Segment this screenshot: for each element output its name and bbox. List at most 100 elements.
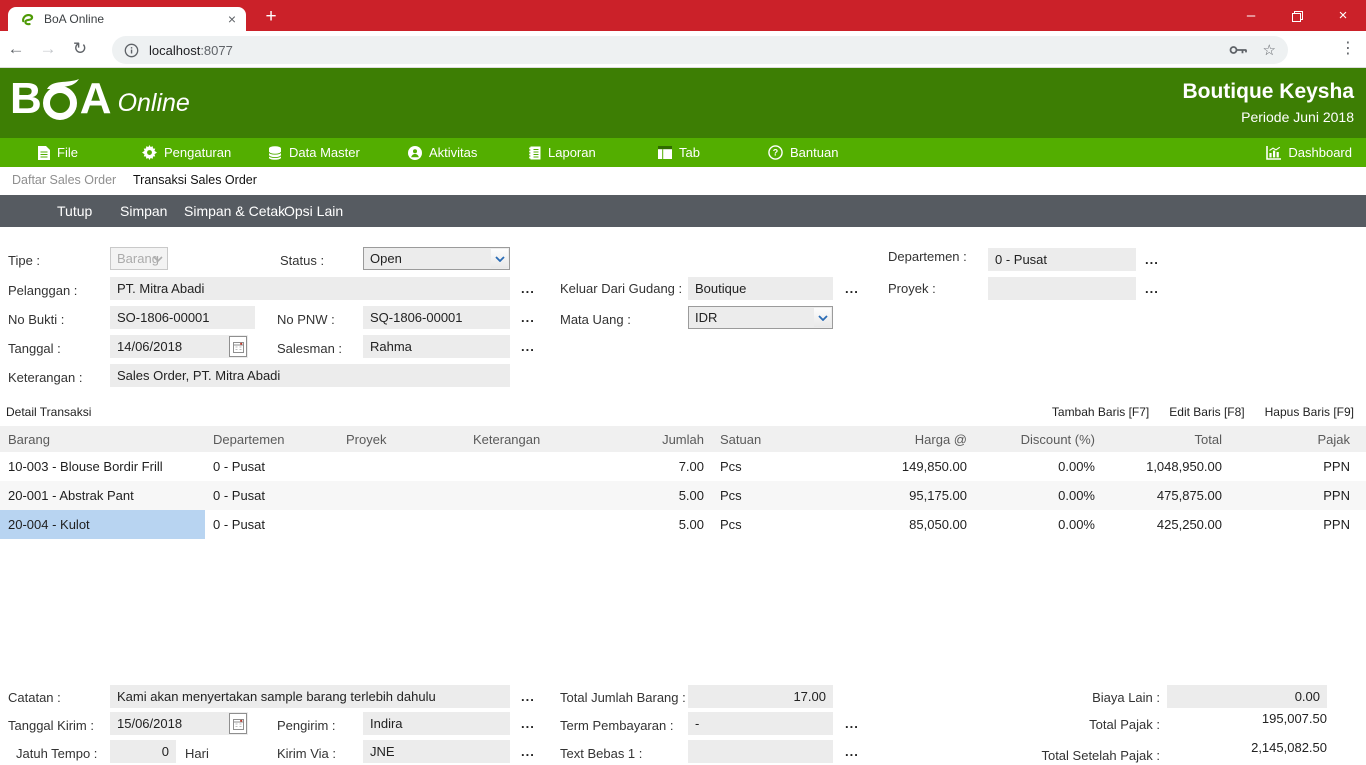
url-host: localhost	[149, 42, 201, 58]
col-total[interactable]: Total	[1194, 431, 1222, 447]
restore-icon	[1292, 10, 1303, 22]
col-discount[interactable]: Discount (%)	[1020, 431, 1095, 447]
no-bukti-field[interactable]: SO-1806-00001	[110, 306, 255, 329]
col-satuan[interactable]: Satuan	[720, 431, 762, 447]
back-icon[interactable]: ←	[7, 39, 25, 58]
salesman-label: Salesman :	[277, 341, 343, 356]
table-row[interactable]: 10-003 - Blouse Bordir Frill 0 - Pusat 7.…	[8, 459, 1350, 474]
col-jumlah[interactable]: Jumlah	[662, 431, 704, 447]
password-key-icon[interactable]	[1229, 44, 1249, 56]
tanggal-kirim-calendar-button[interactable]	[229, 713, 247, 734]
tab-close-icon[interactable]: ×	[227, 11, 236, 27]
menu-item-aktivitas[interactable]: Aktivitas	[408, 138, 477, 167]
window-close-button[interactable]: ×	[1338, 7, 1348, 24]
company-name: Boutique Keysha	[1182, 80, 1354, 103]
col-pajak[interactable]: Pajak	[1317, 431, 1350, 447]
menu-item-pengaturan[interactable]: Pengaturan	[142, 138, 231, 167]
menu-item-tab[interactable]: Tab	[658, 138, 700, 167]
menu-item-file[interactable]: File	[38, 138, 78, 167]
simpan-button[interactable]: Simpan	[120, 203, 168, 219]
window-restore-button[interactable]	[1274, 0, 1320, 31]
tanggal-kirim-field[interactable]: 15/06/2018	[110, 712, 248, 735]
proyek-lookup-button[interactable]: ...	[1145, 281, 1159, 296]
logo-letter-a: A	[79, 74, 112, 124]
jatuh-tempo-field[interactable]: 0	[110, 740, 176, 763]
edit-baris-link[interactable]: Edit Baris [F8]	[1169, 405, 1245, 419]
term-pembayaran-field[interactable]: -	[688, 712, 833, 735]
no-pnw-field[interactable]: SQ-1806-00001	[363, 306, 510, 329]
menu-label: File	[57, 145, 78, 160]
browser-menu-icon[interactable]: ⋮	[1340, 40, 1356, 57]
no-pnw-lookup-button[interactable]: ...	[521, 310, 535, 325]
kirim-via-field[interactable]: JNE	[363, 740, 510, 763]
browser-tab[interactable]: BoA Online ×	[8, 7, 246, 31]
menu-item-laporan[interactable]: Laporan	[528, 138, 596, 167]
tab-title: BoA Online	[44, 12, 105, 26]
no-pnw-label: No PNW :	[277, 312, 335, 327]
window-minimize-button[interactable]: –	[1246, 7, 1256, 24]
document-tabstrip: Daftar Sales Order Transaksi Sales Order	[0, 167, 1366, 195]
salesman-field[interactable]: Rahma	[363, 335, 510, 358]
calendar-icon	[232, 718, 244, 730]
total-jumlah-barang-field: 17.00	[688, 685, 833, 708]
col-proyek[interactable]: Proyek	[346, 431, 387, 447]
departemen-lookup-button[interactable]: ...	[1145, 252, 1159, 267]
browser-profile-avatar[interactable]	[1297, 34, 1326, 63]
detail-grid: Barang Departemen Proyek Keterangan Juml…	[0, 426, 1366, 539]
biaya-lain-field[interactable]: 0.00	[1167, 685, 1327, 708]
tambah-baris-link[interactable]: Tambah Baris [F7]	[1051, 405, 1150, 419]
col-keterangan[interactable]: Keterangan	[473, 431, 541, 447]
col-harga[interactable]: Harga @	[914, 431, 967, 447]
pengirim-lookup-button[interactable]: ...	[521, 716, 535, 731]
pelanggan-lookup-button[interactable]: ...	[521, 281, 535, 296]
new-tab-button[interactable]: +	[265, 6, 277, 27]
menu-label: Dashboard	[1288, 145, 1352, 160]
browser-titlebar: BoA Online × + – ×	[0, 0, 1366, 31]
opsi-lain-button[interactable]: Opsi Lain	[284, 203, 344, 219]
logo-letter-b: B	[10, 74, 42, 124]
mata-uang-dropdown[interactable]: IDR	[688, 306, 833, 329]
pelanggan-field[interactable]: PT. Mitra Abadi	[110, 277, 510, 300]
text-bebas-lookup-button[interactable]: ...	[845, 744, 859, 759]
term-lookup-button[interactable]: ...	[845, 716, 859, 731]
col-barang[interactable]: Barang	[8, 431, 50, 447]
table-icon	[658, 146, 672, 159]
hapus-baris-link[interactable]: Hapus Baris [F9]	[1264, 405, 1354, 419]
pengirim-field[interactable]: Indira	[363, 712, 510, 735]
menu-item-data-master[interactable]: Data Master	[268, 138, 360, 167]
bookmark-star-icon[interactable]: ☆	[1262, 42, 1276, 59]
keterangan-field[interactable]: Sales Order, PT. Mitra Abadi	[110, 364, 510, 387]
text-bebas-field[interactable]	[688, 740, 833, 763]
dashboard-chart-icon	[1266, 145, 1282, 160]
action-toolbar: Tutup Simpan Simpan & Cetak Opsi Lain	[0, 195, 1366, 227]
no-bukti-label: No Bukti :	[8, 312, 65, 327]
gudang-field[interactable]: Boutique	[688, 277, 833, 300]
departemen-field[interactable]: 0 - Pusat	[988, 248, 1136, 271]
table-row-selected[interactable]: 20-004 - Kulot 0 - Pusat 5.00 Pcs 85,050.0…	[0, 510, 1366, 539]
tab-transaksi-sales-order[interactable]: Transaksi Sales Order	[133, 173, 257, 187]
mata-uang-label: Mata Uang :	[560, 312, 631, 327]
tanggal-field[interactable]: 14/06/2018	[110, 335, 248, 358]
kirim-via-lookup-button[interactable]: ...	[521, 744, 535, 759]
tutup-button[interactable]: Tutup	[57, 203, 93, 219]
catatan-lookup-button[interactable]: ...	[521, 689, 535, 704]
url-port: :8077	[200, 42, 233, 58]
url-bar[interactable]: localhost:8077 ☆	[112, 36, 1288, 64]
menu-item-bantuan[interactable]: ? Bantuan	[768, 138, 838, 167]
status-dropdown[interactable]: Open	[363, 247, 510, 270]
table-row[interactable]: 20-001 - Abstrak Pant 0 - Pusat 5.00 Pcs 9…	[0, 481, 1366, 510]
col-departemen[interactable]: Departemen	[213, 431, 285, 447]
tab-daftar-sales-order[interactable]: Daftar Sales Order	[12, 173, 117, 187]
simpan-cetak-button[interactable]: Simpan & Cetak	[184, 203, 286, 219]
salesman-lookup-button[interactable]: ...	[521, 339, 535, 354]
page-info-icon[interactable]	[124, 43, 139, 58]
gudang-lookup-button[interactable]: ...	[845, 281, 859, 296]
tanggal-calendar-button[interactable]	[229, 336, 247, 357]
proyek-field[interactable]	[988, 277, 1136, 300]
reload-icon[interactable]: ↻	[72, 39, 88, 58]
menu-item-dashboard[interactable]: Dashboard	[1266, 138, 1352, 167]
status-label: Status :	[280, 253, 325, 268]
catatan-field[interactable]: Kami akan menyertakan sample barang terl…	[110, 685, 510, 708]
gudang-label: Keluar Dari Gudang :	[560, 281, 683, 296]
